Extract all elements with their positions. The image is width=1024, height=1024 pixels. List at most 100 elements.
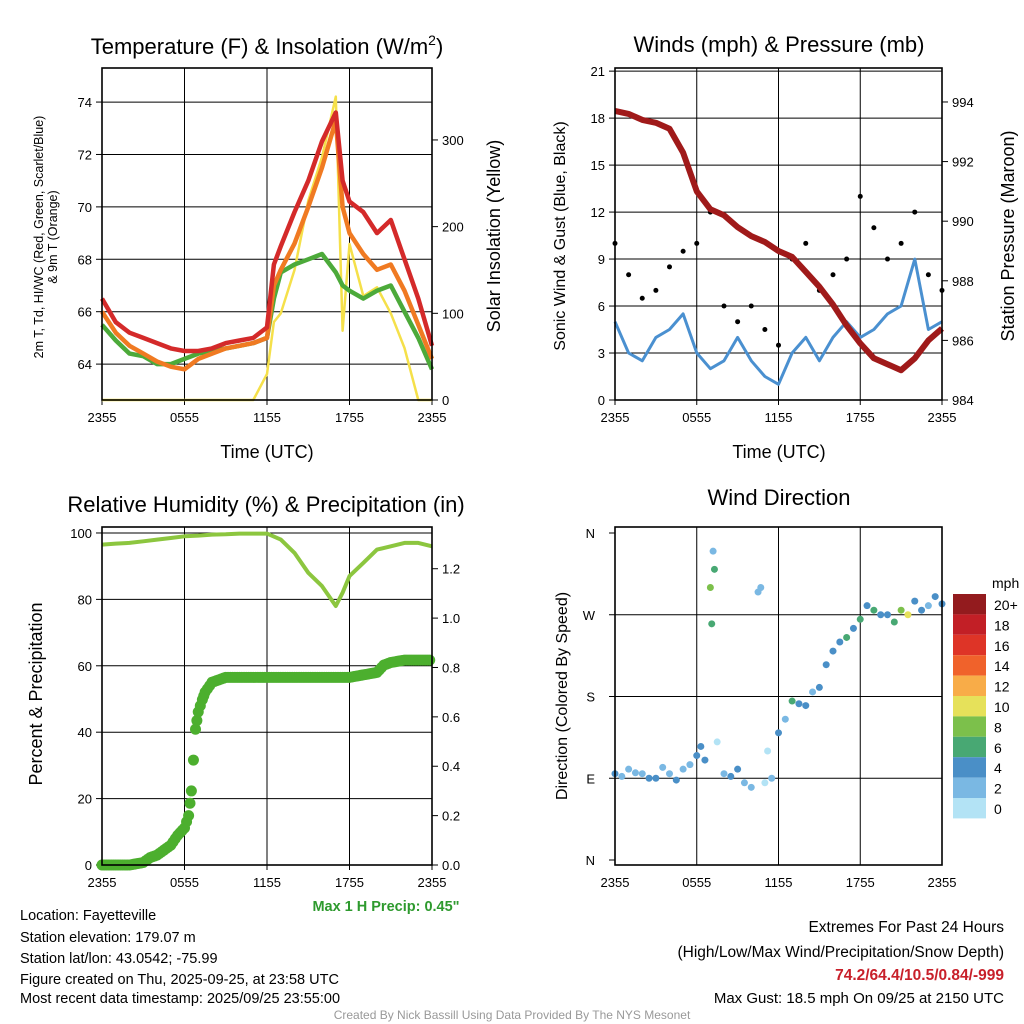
legend-label: 20+ <box>994 597 1018 613</box>
legend-label: 6 <box>994 740 1002 756</box>
direction-plot-frame <box>614 526 943 866</box>
direction-point <box>693 752 701 760</box>
winds-y2-tick-label: 990 <box>952 214 974 229</box>
direction-point <box>757 584 765 591</box>
direction-y-tick-label: N <box>586 526 595 541</box>
winds-y-tick-label: 15 <box>591 158 605 173</box>
direction-y-tick-label: W <box>583 608 596 623</box>
legend-swatch <box>953 777 986 798</box>
gust-point <box>680 248 686 254</box>
direction-point <box>740 779 748 787</box>
winds-x-tick-label: 1155 <box>765 410 793 425</box>
winds-y-tick-label: 12 <box>591 205 605 220</box>
winds-x-tick-label: 1755 <box>846 410 875 425</box>
humidity-x-tick-label: 1755 <box>335 875 364 890</box>
direction-point <box>918 606 926 614</box>
direction-point <box>747 783 755 791</box>
legend-label: 0 <box>994 801 1002 817</box>
winds-y2-label: Station Pressure (Maroon) <box>998 130 1018 341</box>
gust-point <box>776 342 781 348</box>
direction-point <box>829 647 837 655</box>
temp-y-label-2: & 9m T (Orange) <box>46 190 60 283</box>
humidity-x-tick-label: 2355 <box>418 875 447 890</box>
extremes-values: 74.2/64.4/10.5/0.84/-999 <box>835 967 1004 984</box>
winds-chart-title: Winds (mph) & Pressure (mb) <box>634 32 925 57</box>
direction-point <box>625 765 633 773</box>
precip-point <box>185 785 197 797</box>
temp-plot-frame <box>101 67 433 401</box>
wind-direction-chart-title: Wind Direction <box>707 485 850 510</box>
direction-point <box>720 770 728 778</box>
direction-point <box>679 765 687 773</box>
direction-point <box>836 638 844 646</box>
winds-y2-tick-label: 988 <box>952 274 974 289</box>
direction-point <box>781 715 789 723</box>
winds-y-tick-label: 3 <box>598 346 605 361</box>
legend-label: 14 <box>994 658 1010 674</box>
legend-swatch <box>953 675 986 696</box>
temp-y-tick-label: 72 <box>78 147 92 162</box>
direction-point <box>686 761 694 769</box>
direction-point <box>713 738 721 746</box>
credit-text: Created By Nick Bassill Using Data Provi… <box>334 1008 691 1022</box>
gust-point <box>803 240 809 246</box>
direction-point <box>708 620 716 628</box>
recent-data-text: Most recent data timestamp: 2025/09/25 2… <box>20 991 340 1007</box>
gust-point <box>721 303 727 309</box>
gust-point <box>898 240 904 246</box>
extremes-title: Extremes For Past 24 Hours <box>808 919 1004 936</box>
series-relative-humidity <box>101 531 433 608</box>
humidity-y-tick-label: 60 <box>78 659 92 674</box>
direction-point <box>618 772 626 780</box>
gust-point <box>694 240 700 246</box>
series-9m-t <box>100 118 435 372</box>
direction-y-label: Direction (Colored By Speed) <box>554 592 571 800</box>
legend-swatch <box>953 736 986 758</box>
humidity-y-label: Percent & Precipitation <box>26 602 46 785</box>
temp-x-label: Time (UTC) <box>220 442 313 462</box>
direction-point <box>911 597 919 605</box>
legend-swatch <box>953 614 986 635</box>
precip-point <box>190 723 201 735</box>
legend-label: 2 <box>994 781 1002 797</box>
winds-y-tick-label: 9 <box>598 252 605 267</box>
gust-point <box>830 272 836 278</box>
legend-label: 16 <box>994 638 1010 654</box>
temp-y-tick-label: 66 <box>78 305 92 320</box>
direction-point <box>652 774 660 782</box>
direction-point <box>768 774 776 782</box>
precip-point <box>191 715 203 727</box>
direction-point <box>870 606 878 614</box>
direction-point <box>815 683 823 691</box>
gust-point <box>667 264 672 270</box>
humidity-y2-tick-label: 1.2 <box>442 562 460 577</box>
gust-point <box>885 256 890 262</box>
direction-point <box>931 593 939 601</box>
direction-point <box>672 776 680 784</box>
direction-point <box>701 756 709 764</box>
direction-point <box>775 729 782 737</box>
direction-point <box>764 747 772 755</box>
legend-swatch <box>953 655 986 676</box>
temp-y-tick-label: 68 <box>78 252 92 267</box>
winds-y2-tick-label: 984 <box>952 393 974 408</box>
direction-point <box>631 769 639 777</box>
gust-point <box>925 272 931 278</box>
direction-point <box>877 611 885 619</box>
direction-point <box>761 779 769 787</box>
legend-label: 8 <box>994 719 1002 735</box>
winds-x-label: Time (UTC) <box>732 442 825 462</box>
winds-x-tick-label: 0555 <box>682 410 711 425</box>
direction-point <box>884 611 891 619</box>
direction-x-tick-label: 2355 <box>601 875 630 890</box>
series-station-pressure <box>614 107 944 374</box>
gust-point <box>748 303 754 309</box>
created-text: Figure created on Thu, 2025-09-25, at 23… <box>20 972 339 988</box>
direction-point <box>924 602 932 610</box>
direction-point <box>809 688 817 696</box>
gust-point <box>639 295 645 301</box>
direction-point <box>822 661 830 669</box>
gust-point <box>857 193 863 199</box>
winds-y2-tick-label: 992 <box>952 155 974 170</box>
legend-label: 12 <box>994 679 1010 695</box>
